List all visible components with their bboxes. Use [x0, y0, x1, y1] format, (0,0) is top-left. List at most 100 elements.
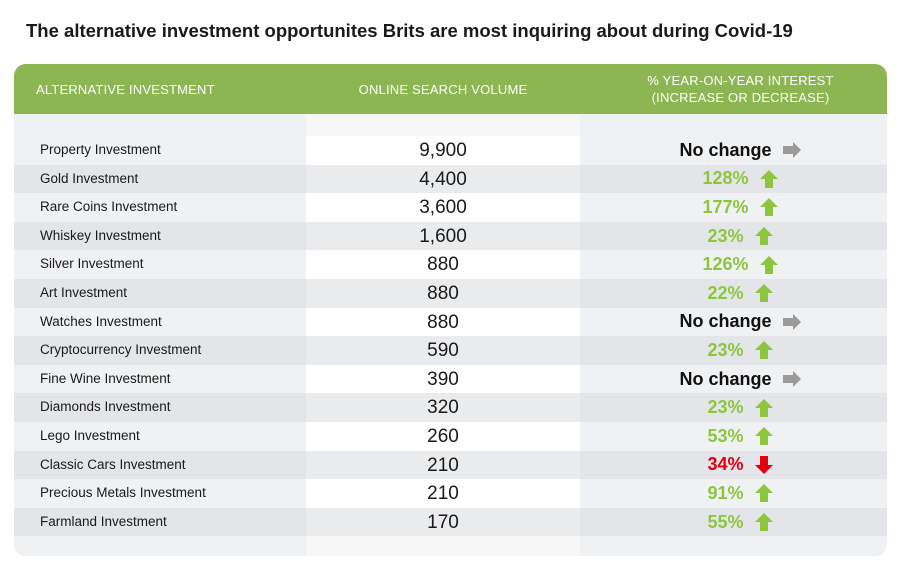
search-volume-value: 320	[427, 397, 459, 419]
search-volume-value: 210	[427, 454, 459, 476]
table-row: Precious Metals Investment 210 91%	[14, 479, 887, 508]
investment-name: Rare Coins Investment	[40, 199, 178, 215]
column-header-investment: ALTERNATIVE INVESTMENT	[36, 81, 215, 97]
arrow-up-icon	[754, 427, 773, 446]
arrow-up-icon	[759, 169, 778, 188]
search-volume-value: 880	[427, 282, 459, 304]
yoy-change-value: 55%	[707, 511, 744, 532]
yoy-change-cell: 55%	[594, 508, 887, 537]
arrow-up-icon	[754, 227, 773, 246]
table-row: Lego Investment 260 53%	[14, 421, 887, 451]
investment-name: Fine Wine Investment	[40, 370, 171, 386]
investment-name: Diamonds Investment	[40, 399, 171, 415]
table-row: Fine Wine Investment 390 No change	[14, 364, 887, 394]
table-body: Property Investment 9,900 No change Gold In…	[14, 136, 887, 537]
yoy-change-cell: 23%	[594, 222, 887, 251]
volume-cell-bg	[306, 421, 580, 451]
investment-name: Farmland Investment	[40, 513, 167, 529]
yoy-change-cell: 177%	[594, 193, 887, 222]
investment-name: Silver Investment	[40, 256, 144, 272]
table-row: Rare Coins Investment 3,600 177%	[14, 193, 887, 222]
arrow-right-icon	[782, 313, 801, 330]
yoy-change-value: 34%	[707, 454, 744, 475]
yoy-change-value: 91%	[707, 482, 744, 503]
table-row: Whiskey Investment 1,600 23%	[14, 221, 887, 251]
arrow-up-icon	[754, 341, 773, 360]
yoy-change-cell: 128%	[594, 165, 887, 194]
investment-name: Watches Investment	[40, 313, 162, 329]
search-volume-value: 3,600	[419, 197, 467, 219]
yoy-change-cell: No change	[594, 136, 887, 165]
page-title: The alternative investment opportunites …	[26, 20, 793, 41]
yoy-change-cell: 22%	[594, 279, 887, 308]
investment-name: Precious Metals Investment	[40, 485, 206, 501]
table-row: Silver Investment 880 126%	[14, 250, 887, 279]
yoy-change-value: 23%	[707, 397, 744, 418]
search-volume-value: 9,900	[419, 140, 467, 161]
column-header-search-volume: ONLINE SEARCH VOLUME	[358, 81, 528, 97]
table-row: Classic Cars Investment 210 34%	[14, 450, 887, 480]
yoy-change-cell: 53%	[594, 422, 887, 451]
table-row: Watches Investment 880 No change	[14, 307, 887, 337]
table-row: Property Investment 9,900 No change	[14, 136, 887, 165]
yoy-change-value: 128%	[702, 168, 749, 189]
volume-cell-bg	[306, 250, 580, 279]
search-volume-value: 880	[427, 311, 459, 333]
yoy-change-value: 23%	[707, 225, 744, 246]
volume-cell-bg	[306, 221, 580, 251]
search-volume-value: 260	[427, 425, 459, 447]
investment-name: Property Investment	[40, 142, 161, 157]
search-volume-value: 1,600	[419, 225, 467, 247]
volume-cell-bg	[306, 336, 580, 365]
yoy-change-value: No change	[679, 139, 772, 160]
volume-cell-bg	[306, 307, 580, 337]
arrow-up-icon	[759, 198, 778, 217]
volume-cell-bg	[306, 507, 580, 537]
search-volume-value: 4,400	[419, 168, 467, 190]
search-volume-value: 210	[427, 483, 459, 505]
yoy-change-cell: 23%	[594, 336, 887, 365]
investment-table: ALTERNATIVE INVESTMENT ONLINE SEARCH VOL…	[14, 64, 887, 556]
arrow-down-icon	[754, 455, 773, 474]
yoy-change-cell: 126%	[594, 250, 887, 279]
arrow-up-icon	[754, 513, 773, 532]
volume-cell-bg	[306, 450, 580, 480]
yoy-change-value: 22%	[707, 282, 744, 303]
yoy-change-cell: No change	[594, 308, 887, 337]
arrow-up-icon	[754, 484, 773, 503]
table-row: Farmland Investment 170 55%	[14, 507, 887, 537]
investment-name: Cryptocurrency Investment	[40, 342, 202, 358]
table-header: ALTERNATIVE INVESTMENT ONLINE SEARCH VOL…	[14, 64, 887, 114]
yoy-change-value: No change	[679, 311, 772, 332]
volume-cell-bg	[306, 479, 580, 508]
search-volume-value: 170	[427, 511, 459, 533]
table-row: Gold Investment 4,400 128%	[14, 164, 887, 194]
volume-cell-bg	[306, 136, 580, 165]
table-row: Cryptocurrency Investment 590 23%	[14, 336, 887, 365]
investment-name: Classic Cars Investment	[40, 456, 186, 472]
table-row: Art Investment 880 22%	[14, 278, 887, 308]
volume-cell-bg	[306, 393, 580, 422]
arrow-up-icon	[759, 255, 778, 274]
investment-name: Lego Investment	[40, 427, 140, 443]
arrow-right-icon	[782, 371, 801, 388]
yoy-change-value: No change	[679, 368, 772, 389]
yoy-change-value: 177%	[702, 196, 749, 217]
search-volume-value: 880	[427, 254, 459, 276]
investment-name: Art Investment	[40, 284, 128, 300]
column-header-yoy-interest: % YEAR-ON-YEAR INTEREST (INCREASE OR DEC…	[594, 64, 887, 114]
search-volume-value: 390	[427, 368, 459, 390]
yoy-change-cell: 34%	[594, 451, 887, 480]
search-volume-value: 590	[427, 340, 459, 362]
volume-cell-bg	[306, 193, 580, 222]
investment-name: Gold Investment	[40, 170, 139, 186]
arrow-right-icon	[782, 142, 801, 159]
yoy-change-value: 23%	[707, 339, 744, 360]
yoy-change-value: 53%	[707, 425, 744, 446]
volume-cell-bg	[306, 364, 580, 394]
arrow-up-icon	[754, 284, 773, 303]
column-header-yoy-line1: % YEAR-ON-YEAR INTEREST	[647, 73, 834, 88]
arrow-up-icon	[754, 398, 773, 417]
volume-cell-bg	[306, 278, 580, 308]
volume-cell-bg	[306, 164, 580, 194]
